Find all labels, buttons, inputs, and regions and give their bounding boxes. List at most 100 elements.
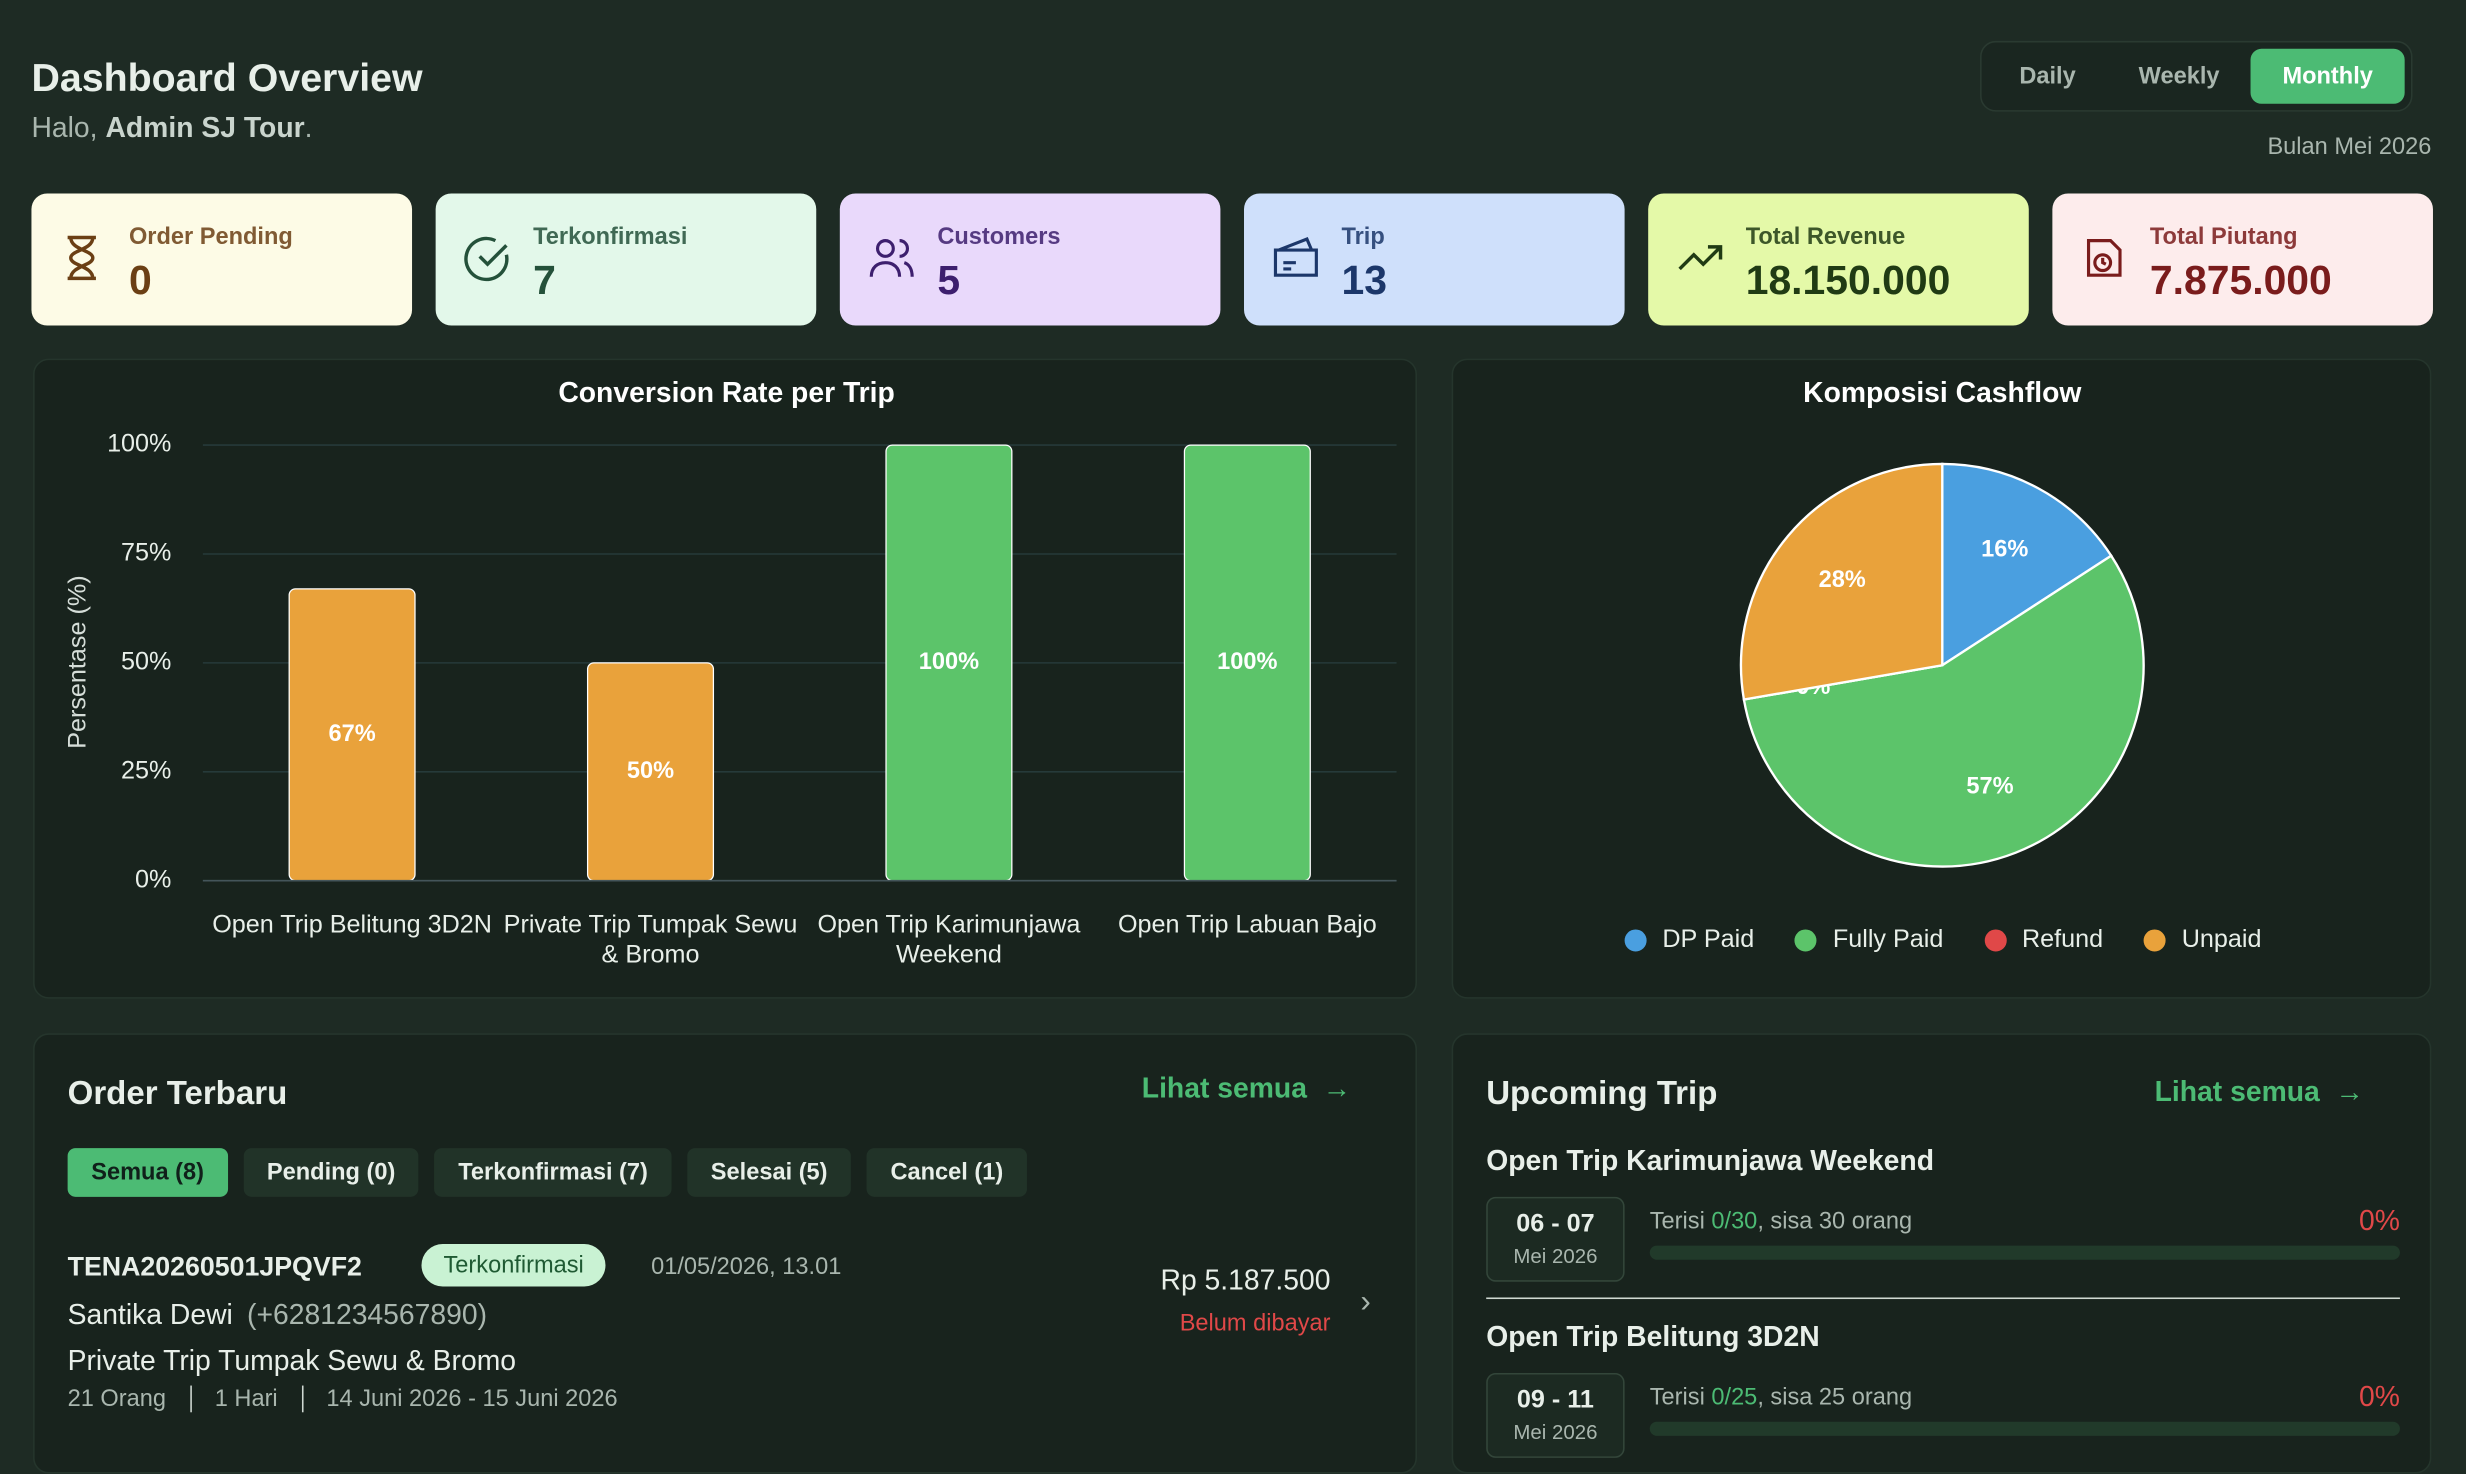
period-tabs: Daily Weekly Monthly [1980,40,2413,112]
icon [1678,245,1723,271]
date-range: 06 - 07 [1516,1210,1595,1238]
bar-chart: Conversion Rate per Trip Persentase (%) … [63,376,1397,893]
date-month: Mei 2026 [1513,1420,1598,1444]
progress-track [1649,1421,2400,1436]
stat-label: Trip [1341,223,1385,251]
order-row[interactable]: TENA20260501JPQVF2 Terkonfirmasi 01/05/2… [35,1231,1416,1435]
payment-status: Belum dibayar [1179,1310,1331,1337]
capacity-filled: 0/30 [1711,1207,1758,1235]
y-tick-label: 100% [107,430,171,458]
slice-label: 16% [1981,536,2028,562]
customer-name: Santika Dewi [67,1299,233,1331]
tab[interactable]: Daily [2019,62,2076,90]
period-label: Bulan Mei 2026 [2267,133,2432,161]
filter[interactable]: Selesai (5) [687,1148,852,1197]
icon [869,239,914,277]
see-all[interactable]: Lihat semua → [1142,1073,1351,1106]
order-status: Terkonfirmasi [421,1244,606,1287]
legend-item: DP Paid [1624,926,1755,954]
icon [1273,237,1318,277]
icon [67,235,96,281]
filter[interactable]: Cancel (1) [866,1148,1027,1197]
trip-item[interactable]: Open Trip Karimunjawa Weekend 06 - 07 Mei… [1453,1145,2430,1302]
link-text[interactable]: Lihat semua [1141,1072,1307,1105]
tab[interactable]: Monthly [2251,48,2405,104]
greeting: Halo, Admin SJ Tour. [31,112,312,145]
capacity-filled: 0/25 [1711,1383,1758,1411]
cashflow-panel: Komposisi Cashflow 16%57%0%28% DP PaidFu… [1451,358,2432,999]
y-axis-label: Persentase (%) [63,575,91,748]
pie-slice [1941,462,2113,668]
legend-item: Refund [1984,926,2103,954]
section-title: Order Terbaru [67,1075,288,1112]
stat-card: Customers 5 [839,193,1221,326]
conversion-panel: Conversion Rate per Trip Persentase (%) … [33,358,1418,999]
stat-value: 0 [128,256,152,304]
orders-panel: Order Terbaru Lihat semua → Semua (8) Pend… [33,1033,1418,1474]
legend-label: DP Paid [1662,926,1755,954]
section-title: Upcoming Trip [1486,1075,1718,1112]
legend-swatch [1984,929,2007,952]
legend: DP Paid Fully Paid Refund Unpaid [1453,926,2430,959]
legend-item: Unpaid [2144,926,2261,954]
stat-card: Terkonfirmasi 7 [435,193,817,326]
y-tick-label: 50% [121,648,171,676]
filter[interactable]: Terkonfirmasi (7) [434,1148,672,1197]
amount: Rp 5.187.500 [1160,1264,1331,1296]
capacity-label: Terisi [1649,1207,1705,1235]
bar-value-label: 67% [328,720,375,746]
icon [2086,239,2122,277]
x-tick-label: Private Trip Tumpak Sewu & Bromo [503,912,798,969]
capacity: Terisi 0/30, sisa 30 orang [1650,1208,1912,1235]
tab[interactable]: Weekly [2138,62,2220,90]
greeting-end: . [304,111,313,144]
stat-label: Customers [937,223,1061,251]
y-tick-label: 75% [121,539,171,567]
capacity-remaining: , sisa 30 orang [1757,1207,1913,1235]
stat-value: 7 [533,256,556,304]
chevron: › [1360,1284,1371,1320]
legend-swatch [1624,929,1647,952]
order-meta: 21 Orang 1 Hari 14 Juni 2026 - 15 Juni 202… [68,1385,618,1413]
stat-card: Total Piutang 7.875.000 [2052,193,2433,326]
filter[interactable]: Pending (0) [243,1148,419,1197]
stat-label: Total Piutang [2149,223,2298,251]
trip-item[interactable]: Open Trip Belitung 3D2N 09 - 11 Mei 2026 … [1453,1321,2430,1472]
percent: 0% [2359,1204,2400,1237]
bar-value-label: 50% [627,757,674,783]
customer-phone: (+6281234567890) [247,1299,488,1331]
duration: 1 Hari [214,1385,278,1413]
stat-card: Order Pending 0 [31,193,413,326]
date-range: 09 - 11 [1516,1387,1594,1414]
stat-label: Total Revenue [1745,223,1906,251]
bar-value-label: 100% [919,648,979,674]
order-date: 01/05/2026, 13.01 [651,1253,842,1281]
progress-track [1649,1245,2400,1260]
stat-label: Order Pending [128,223,293,251]
body: Dashboard Overview Halo, Admin SJ Tour. … [31,40,2433,1474]
x-tick-label: Open Trip Belitung 3D2N [212,912,492,939]
legend-swatch [2144,929,2167,952]
chart-title: Komposisi Cashflow [1803,376,2082,408]
filters: Semua (8) Pending (0) Terkonfirmasi (7) Sel… [67,1148,1043,1197]
legend-item: Fully Paid [1795,926,1943,954]
see-all[interactable]: Lihat semua → [2155,1076,2364,1109]
y-tick-label: 0% [135,865,171,893]
date-box: 09 - 11 Mei 2026 [1486,1372,1625,1458]
upcoming-panel: Upcoming Trip Lihat semua → Open Trip Kar… [1451,1033,2432,1474]
stat-value: 13 [1341,256,1387,304]
order-id: TENA20260501JPQVF2 [67,1251,362,1282]
bar-value-label: 100% [1217,648,1277,674]
chart-title: Conversion Rate per Trip [558,376,894,408]
divider [1486,1297,2400,1300]
filter[interactable]: Semua (8) [67,1148,228,1197]
pie-slice [1739,462,1944,701]
percent: 0% [2359,1380,2400,1413]
stat-value: 7.875.000 [2149,256,2332,304]
pie-slice [1742,554,2145,868]
arrow: → [2335,1075,2364,1108]
trip-dates: 14 Juni 2026 - 15 Juni 2026 [326,1385,618,1413]
stat-value: 18.150.000 [1745,256,1951,304]
link-text[interactable]: Lihat semua [2154,1075,2320,1108]
stat-card: Total Revenue 18.150.000 [1648,193,2029,326]
